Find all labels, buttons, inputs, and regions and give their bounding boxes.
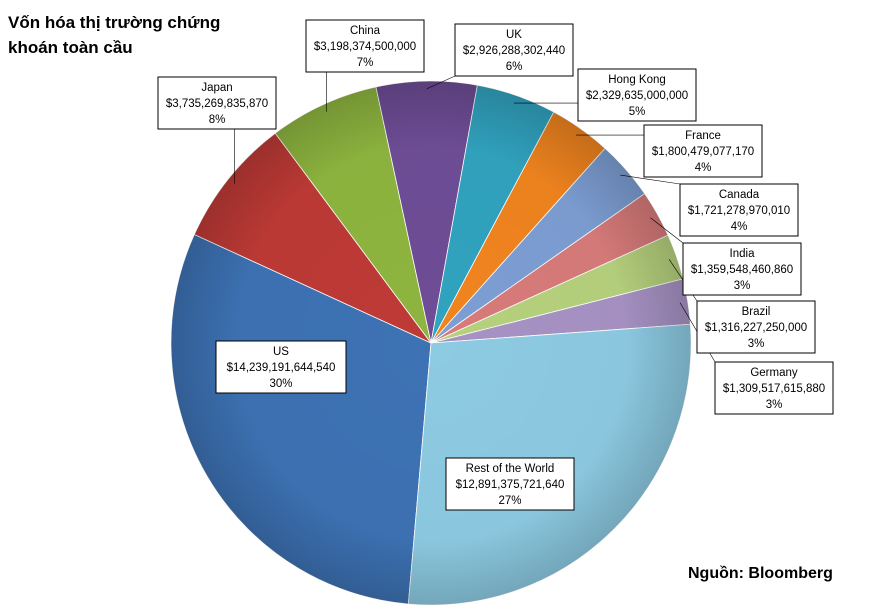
data-label-box [696,300,816,354]
data-label-india: India $1,359,548,460,860 3% [682,242,802,296]
data-label-box [157,76,277,130]
data-label-percent: 3% [748,338,765,350]
data-label-percent: 7% [357,57,374,69]
data-label-name: Brazil [742,306,771,318]
data-label-box [305,19,425,73]
data-label-percent: 3% [766,399,783,411]
data-label-box [215,340,347,394]
data-label-percent: 27% [498,495,521,507]
data-label-box [679,183,799,237]
data-label-value: $14,239,191,644,540 [227,362,336,374]
data-label-percent: 6% [506,61,523,73]
data-label-value: $12,891,375,721,640 [456,479,565,491]
data-label-name: Germany [750,367,798,379]
data-label-value: $1,359,548,460,860 [691,264,793,276]
data-label-box [577,68,697,122]
data-label-us: US $14,239,191,644,540 30% [215,340,347,394]
data-label-uk: UK $2,926,288,302,440 6% [454,23,574,77]
data-label-value: $2,926,288,302,440 [463,45,565,57]
data-label-percent: 4% [695,162,712,174]
data-label-name: Japan [201,82,232,94]
source-note: Nguồn: Bloomberg [688,565,833,582]
data-label-canada: Canada $1,721,278,970,010 4% [679,183,799,237]
data-label-name: China [350,25,381,37]
data-label-rest-of-the-world: Rest of the World $12,891,375,721,640 27% [445,457,575,511]
data-label-japan: Japan $3,735,269,835,870 8% [157,76,277,130]
data-label-percent: 30% [269,378,292,390]
data-label-china: China $3,198,374,500,000 7% [305,19,425,73]
data-label-name: Hong Kong [608,74,666,86]
data-label-percent: 3% [734,280,751,292]
data-label-box [454,23,574,77]
data-label-value: $2,329,635,000,000 [586,90,688,102]
data-label-box [643,124,763,178]
data-label-box [682,242,802,296]
leader-line-india [650,217,684,244]
data-label-box [714,361,834,415]
data-label-germany: Germany $1,309,517,615,880 3% [714,361,834,415]
data-label-value: $3,735,269,835,870 [166,98,268,110]
data-label-name: India [730,248,756,260]
data-label-name: Canada [719,189,760,201]
data-label-brazil: Brazil $1,316,227,250,000 3% [696,300,816,354]
data-label-value: $1,316,227,250,000 [705,322,807,334]
data-label-hong-kong: Hong Kong $2,329,635,000,000 5% [577,68,697,122]
data-label-name: France [685,130,721,142]
chart-title: Vốn hóa thị trường chứng khoán toàn cầu [8,13,221,57]
data-label-value: $1,800,479,077,170 [652,146,754,158]
data-label-percent: 4% [731,221,748,233]
data-label-name: UK [506,29,522,41]
data-label-value: $1,309,517,615,880 [723,383,825,395]
data-label-france: France $1,800,479,077,170 4% [643,124,763,178]
data-label-name: Rest of the World [466,463,555,475]
data-label-value: $1,721,278,970,010 [688,205,790,217]
leader-line-uk [426,75,456,90]
data-label-percent: 8% [209,114,226,126]
data-label-box [445,457,575,511]
data-label-value: $3,198,374,500,000 [314,41,416,53]
data-label-name: US [273,346,289,358]
leader-line-canada [620,174,681,185]
data-label-percent: 5% [629,106,646,118]
